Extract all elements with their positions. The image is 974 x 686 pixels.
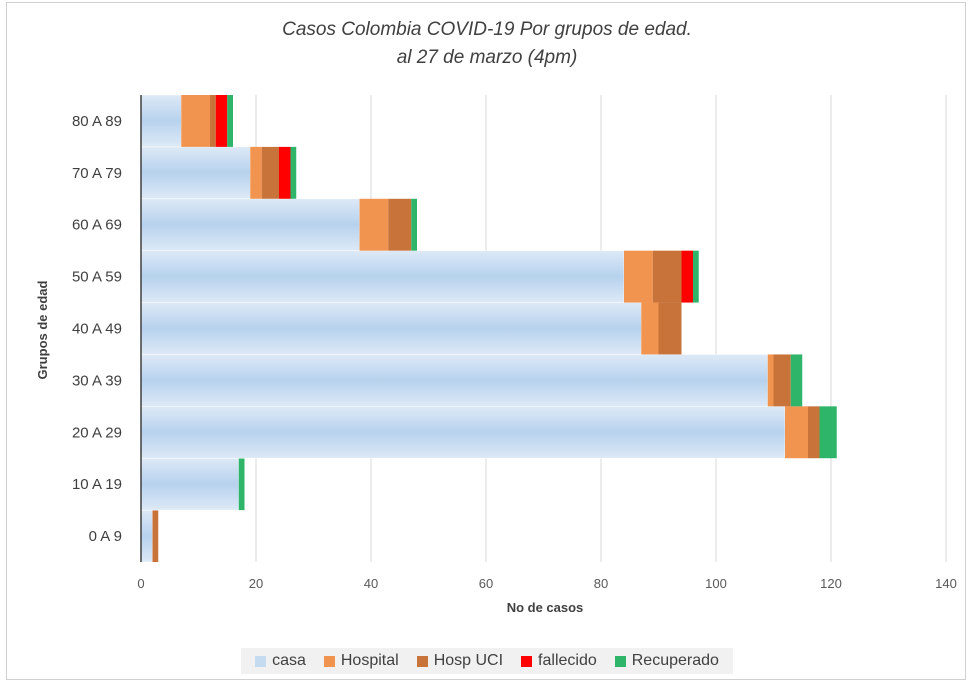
bar-segment-hosp-uci [652,250,682,303]
bar-segment-hospital [181,95,210,147]
legend-item: casa [255,652,306,670]
legend-swatch [323,655,335,667]
legend-swatch [255,655,267,667]
chart-title: Casos Colombia COVID-19 Por grupos de ed… [282,19,692,40]
chart-subtitle: al 27 de marzo (4pm) [396,47,578,68]
bar-segment-hosp-uci [658,302,682,355]
bar-segment-hosp-uci [210,95,216,147]
y-tick-label: 0 A 9 [89,528,122,545]
bar-segment-hospital [624,250,653,303]
x-axis-label: No de casos [507,600,584,615]
bar-segment-recuperado [227,95,233,147]
bar-segment-hospital [641,302,659,355]
y-tick-label: 20 A 29 [72,424,122,441]
bar-segment-casa [140,457,239,511]
bar-segment-hospital [250,146,262,199]
bar-segment-recuperado [693,250,699,303]
legend-label: fallecido [538,652,597,669]
bar-segment-casa [140,302,642,355]
y-axis-label: Grupos de edad [35,280,50,379]
bar-segment-recuperado [290,146,297,199]
bar-segment-recuperado [790,354,803,407]
bar-segment-recuperado [411,198,417,251]
bar-segment-casa [140,198,360,251]
x-tick-label: 20 [249,576,263,591]
legend-item: Hosp UCI [416,652,504,670]
legend-item: Recuperado [614,652,719,670]
legend-label: Hosp UCI [433,652,504,669]
bar-segment-hosp-uci [388,198,412,251]
legend-item: fallecido [521,652,597,670]
y-tick-label: 10 A 19 [72,476,122,493]
bar-segment-recuperado [238,458,245,511]
legend-label: Recuperado [631,652,719,669]
legend-item: Hospital [323,652,399,670]
y-tick-label: 70 A 79 [72,165,122,182]
bar-segment-hosp-uci [808,406,820,459]
bar-segment-hospital [359,198,389,251]
bar-segment-casa [140,94,182,148]
axes: 0 20 40 60 80 100 120 140 0 A 9 10 A 19 20 A 29 30 … [72,95,957,591]
bar-segment-casa [140,509,153,563]
x-tick-label: 0 [137,576,144,591]
bar-segment-casa [140,354,768,407]
x-tick-label: 100 [705,576,727,591]
y-tick-label: 80 A 89 [72,113,122,130]
bar-segment-recuperado [819,406,837,459]
bar-segment-fallecido [279,146,291,199]
x-tick-label: 120 [820,576,842,591]
legend: casa Hospital Hosp UCI fallecido Recuperado [0,648,974,674]
y-tick-label: 60 A 69 [72,217,122,234]
bar-segment-casa [140,250,625,303]
bar-segment-casa [140,406,786,459]
legend-swatch [416,655,428,667]
bars [140,94,837,563]
x-tick-label: 80 [594,576,608,591]
bar-segment-fallecido [215,95,228,147]
bar-segment-hosp-uci [261,146,279,199]
x-tick-label: 140 [935,576,957,591]
legend-swatch [521,655,533,667]
bar-segment-hosp-uci [152,510,159,562]
legend-label: casa [272,652,306,669]
x-tick-label: 60 [479,576,493,591]
chart-title-block: Casos Colombia COVID-19 Por grupos de ed… [0,16,974,72]
bar-segment-fallecido [681,250,693,303]
legend-swatch [614,655,626,667]
bar-segment-hospital [767,354,774,407]
y-tick-label: 30 A 39 [72,372,122,389]
y-tick-label: 50 A 59 [72,269,122,286]
y-tick-label: 40 A 49 [72,321,122,338]
bar-segment-hosp-uci [773,354,791,407]
legend-label: Hospital [340,652,399,669]
bar-segment-casa [140,146,251,200]
x-tick-label: 40 [364,576,378,591]
bar-segment-hospital [785,406,808,459]
legend-box: casa Hospital Hosp UCI fallecido Recuperado [241,648,733,674]
